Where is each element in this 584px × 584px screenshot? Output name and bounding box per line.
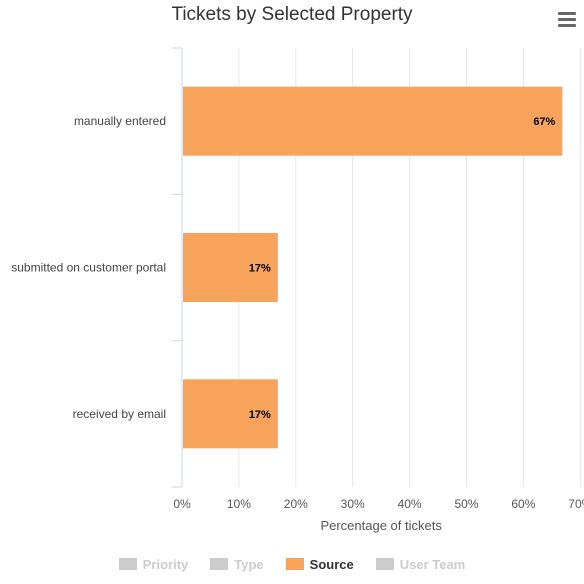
legend-label: User Team [399,556,466,572]
chart-legend: Priority Type Source User Team [0,554,584,574]
legend-item-source[interactable]: Source [285,554,354,574]
x-tick-label: 30% [341,497,365,511]
category-label: received by email [73,407,166,421]
x-axis-title: Percentage of tickets [320,518,442,533]
x-tick-label: 40% [398,497,422,511]
x-tick-label: 70% [568,497,584,511]
legend-label: Source [309,556,354,572]
legend-item-type[interactable]: Type [210,554,264,574]
bar[interactable] [183,86,563,156]
x-tick-label: 10% [227,497,251,511]
category-label: manually entered [74,114,166,128]
legend-item-priority[interactable]: Priority [118,554,189,574]
x-tick-label: 0% [173,497,191,511]
chart-title: Tickets by Selected Property [171,4,413,25]
bar[interactable] [183,379,278,449]
data-label: 17% [249,263,271,275]
legend-swatch [375,558,394,570]
legend-swatch [118,558,137,570]
category-label: submitted on customer portal [11,261,166,275]
data-label: 67% [533,116,555,128]
data-label: 17% [249,409,271,421]
x-tick-label: 60% [511,497,535,511]
legend-swatch [285,558,304,570]
legend-label: Priority [142,556,189,572]
x-tick-label: 50% [454,497,478,511]
chart-menu-button[interactable] [556,9,578,29]
legend-swatch [210,558,229,570]
legend-item-user-team[interactable]: User Team [375,554,466,574]
bar[interactable] [183,233,278,302]
x-tick-label: 20% [284,497,308,511]
legend-label: Type [234,556,264,572]
